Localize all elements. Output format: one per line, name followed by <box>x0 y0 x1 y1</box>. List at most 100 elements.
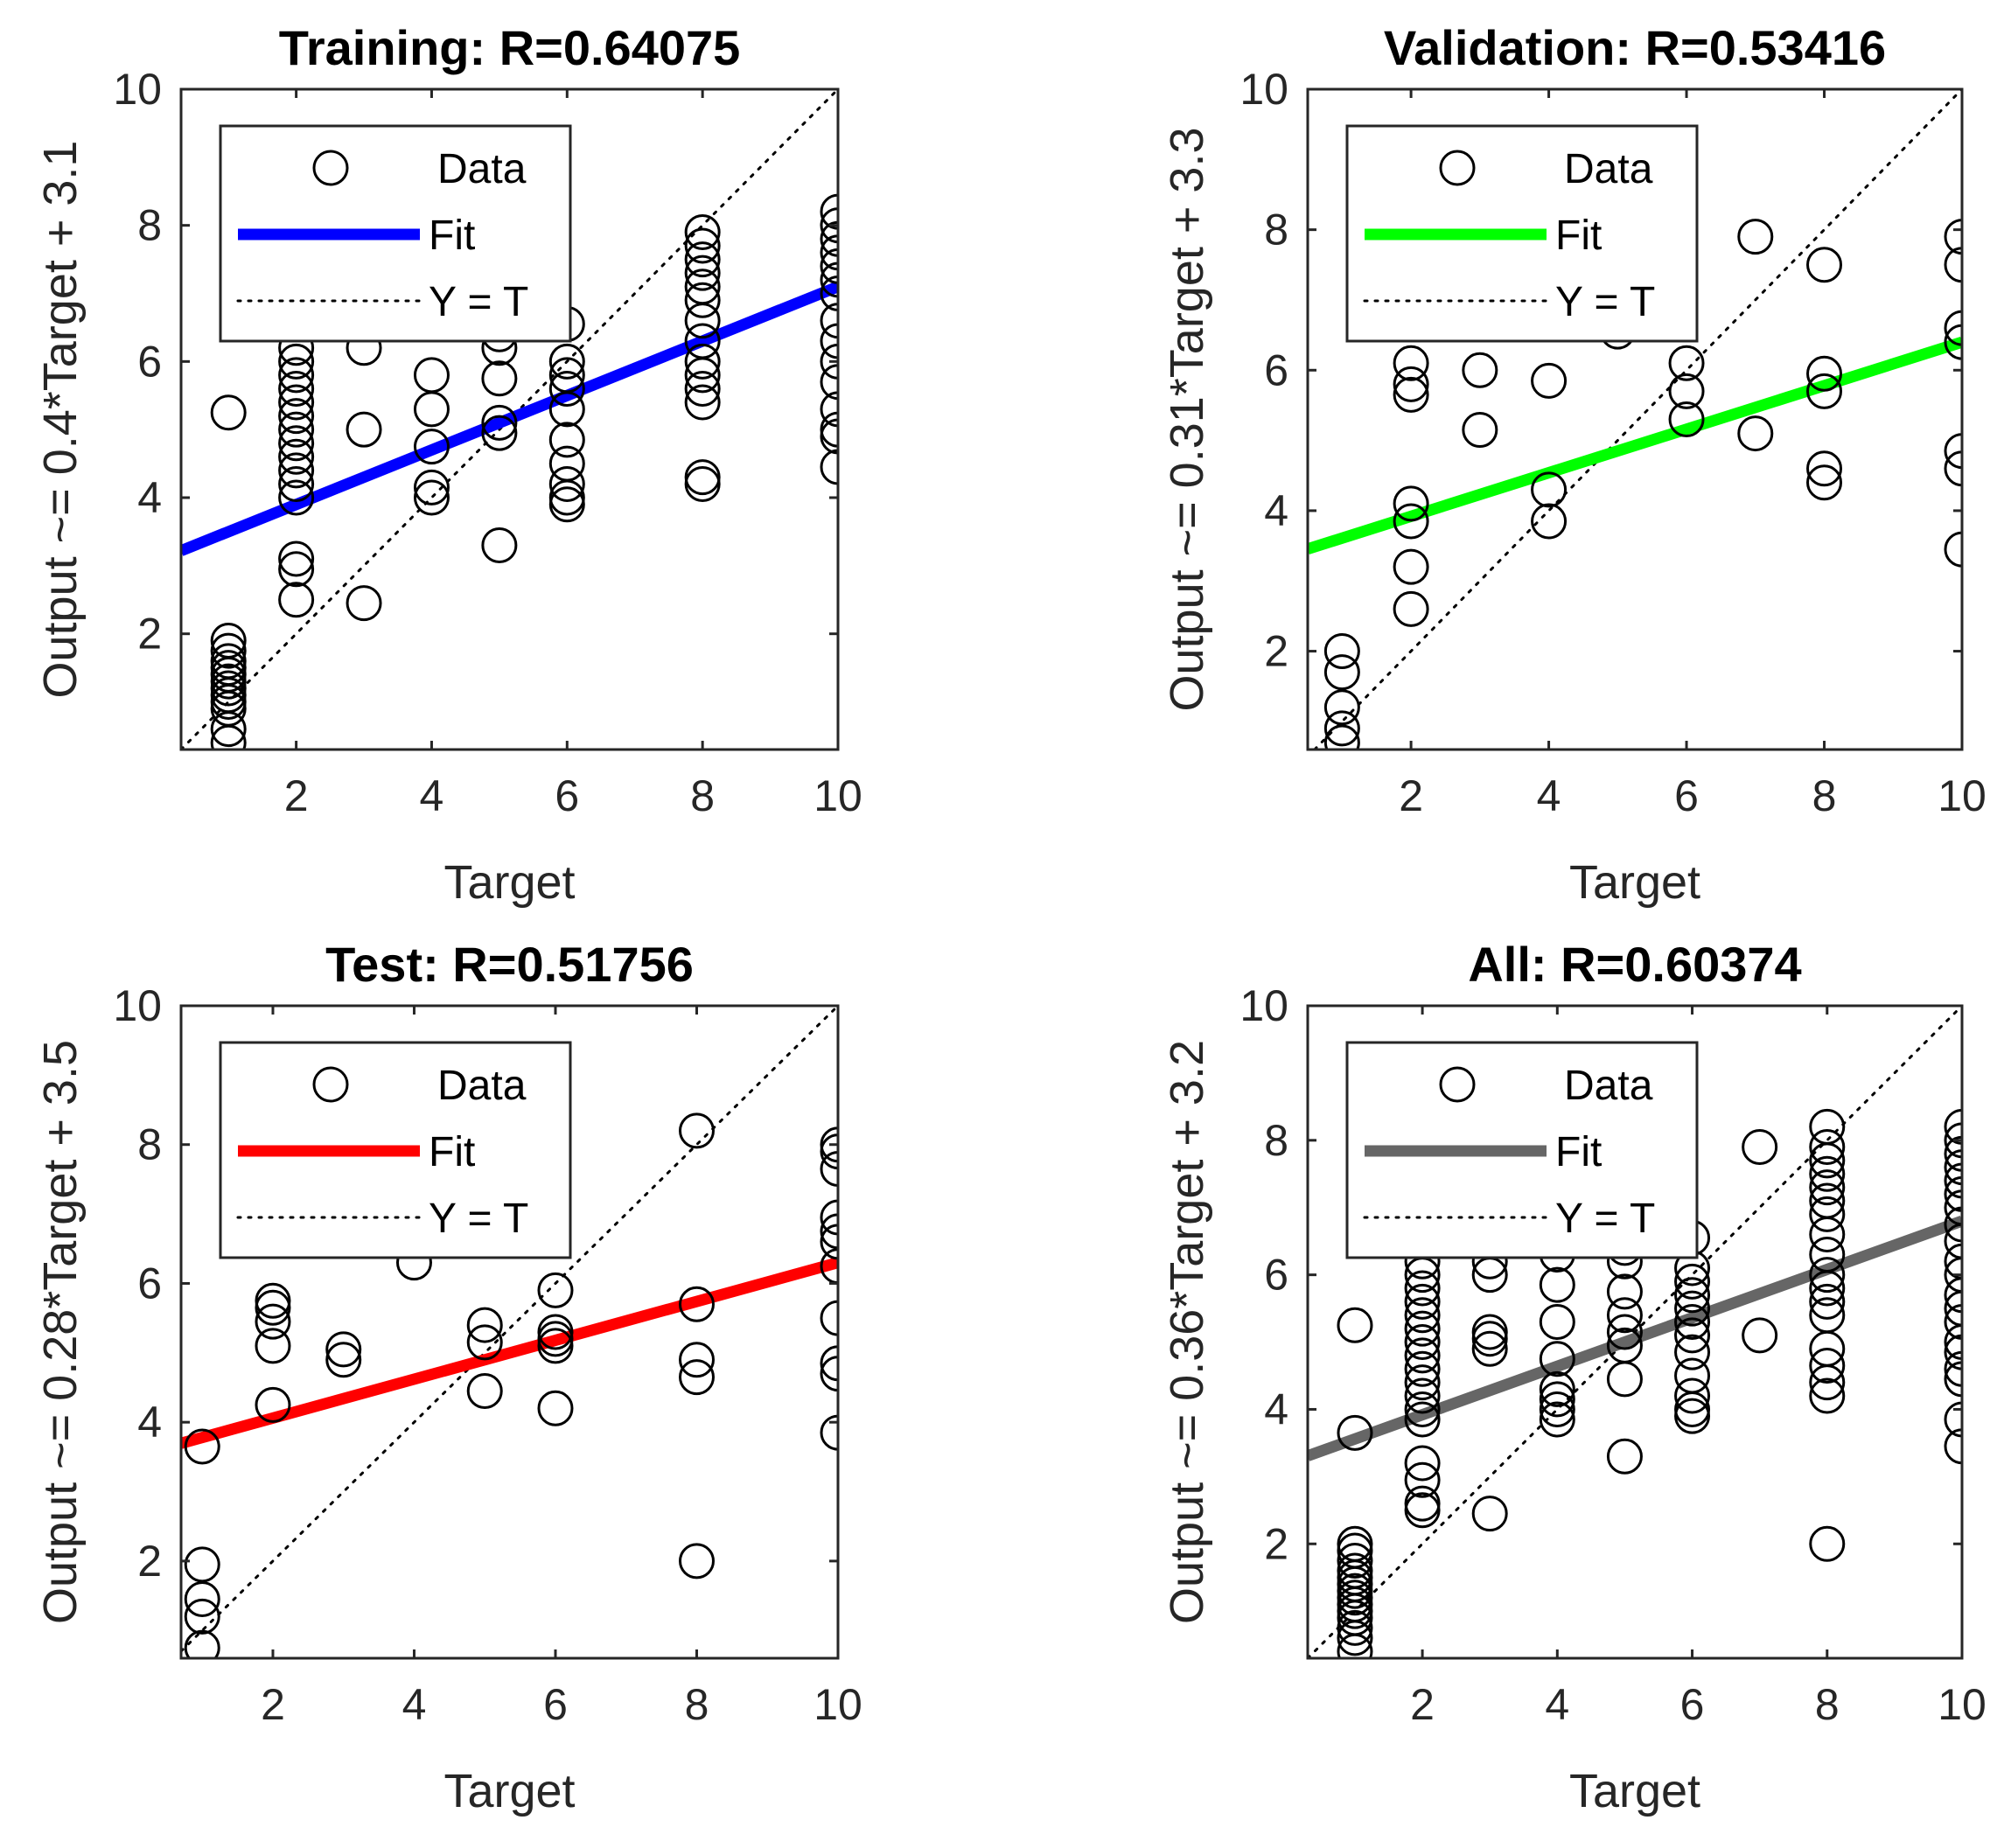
data-point <box>537 1390 574 1426</box>
data-point <box>820 303 838 339</box>
data-point <box>278 343 315 380</box>
y-tick-label: 2 <box>1264 1519 1288 1568</box>
data-point <box>1404 1492 1441 1529</box>
x-tick-label: 8 <box>690 771 715 820</box>
data-point <box>1471 1496 1508 1532</box>
y-tick-label: 2 <box>1264 627 1288 676</box>
data-point <box>278 540 315 577</box>
data-point <box>820 262 838 298</box>
data-point <box>820 1126 838 1163</box>
data-point <box>1606 1297 1643 1334</box>
legend-label-fit: Fit <box>429 1129 475 1175</box>
data-point <box>678 1112 715 1149</box>
data-point <box>820 391 838 428</box>
data-point <box>1944 310 1962 346</box>
data-point <box>537 1272 574 1308</box>
data-point <box>1737 219 1774 255</box>
x-tick-label: 10 <box>1938 1680 1987 1729</box>
data-point <box>1404 1350 1441 1387</box>
data-point <box>820 343 838 380</box>
data-point <box>820 1151 838 1187</box>
data-point <box>1337 1609 1373 1646</box>
data-point <box>255 1328 291 1364</box>
data-point <box>548 370 585 407</box>
x-tick-label: 4 <box>402 1680 427 1729</box>
data-point <box>278 452 315 489</box>
data-point <box>1471 1330 1508 1367</box>
chart-title: All: R=0.60374 <box>1468 937 1801 992</box>
legend: Data Fit Y = T <box>219 1041 572 1259</box>
legend-label-identity: Y = T <box>429 279 528 325</box>
data-point <box>481 404 518 441</box>
data-point <box>1404 1310 1441 1347</box>
data-point <box>1944 1189 1962 1226</box>
y-tick-label: 10 <box>113 65 162 114</box>
legend-data-marker <box>1439 150 1476 186</box>
data-point <box>466 1372 503 1409</box>
data-point <box>820 1133 838 1170</box>
legend: Data Fit Y = T <box>219 124 572 343</box>
data-point <box>1323 724 1360 750</box>
data-point <box>1404 1391 1441 1427</box>
x-tick-label: 2 <box>261 1680 285 1729</box>
legend-label-identity: Y = T <box>1555 1196 1655 1242</box>
x-tick-label: 10 <box>813 1680 862 1729</box>
axes-box <box>179 87 840 751</box>
data-point <box>678 1342 715 1378</box>
data-point <box>1404 1461 1441 1498</box>
data-point <box>820 1224 838 1260</box>
data-point <box>184 1598 220 1635</box>
data-point <box>548 465 585 502</box>
data-point <box>820 193 838 230</box>
data-point <box>1944 1108 1962 1145</box>
data-point <box>1404 1377 1441 1414</box>
x-tick-label: 6 <box>1680 1680 1705 1729</box>
data-point <box>1944 1277 1962 1314</box>
data-point <box>1809 1216 1846 1252</box>
identity-line <box>181 1006 838 1653</box>
data-point <box>1944 1361 1962 1398</box>
data-point <box>1809 1155 1846 1192</box>
data-point <box>1806 464 1843 501</box>
data-point <box>1337 1542 1373 1579</box>
data-point <box>278 438 315 475</box>
data-point <box>346 411 382 448</box>
legend-label-data: Data <box>1564 146 1653 192</box>
data-point <box>1944 1324 1962 1361</box>
data-point <box>278 551 315 588</box>
data-point <box>548 486 585 523</box>
data-point <box>1668 345 1705 381</box>
data-point <box>1944 1303 1962 1340</box>
data-point <box>1674 1263 1711 1300</box>
data-point <box>820 1248 838 1285</box>
y-axis-label: Output ~= 0.28*Target + 3.5 <box>34 1040 87 1624</box>
data-point <box>1462 412 1498 449</box>
data-point <box>1809 1364 1846 1401</box>
data-point <box>1539 1303 1575 1340</box>
data-point <box>1806 247 1843 283</box>
data-point <box>548 422 585 458</box>
data-point <box>1393 345 1429 381</box>
data-point <box>678 1543 715 1580</box>
y-axis-label: Output ~= 0.36*Target + 3.2 <box>1161 1040 1213 1624</box>
data-point <box>678 1359 715 1396</box>
data-point <box>684 357 721 394</box>
data-point <box>684 213 721 250</box>
x-tick-label: 2 <box>1410 1680 1435 1729</box>
fit-line <box>1308 1215 1962 1461</box>
y-tick-label: 4 <box>1264 1384 1288 1433</box>
data-point <box>1404 1324 1441 1361</box>
data-points <box>1323 219 1962 750</box>
x-axis-label: Target <box>1569 856 1700 909</box>
data-point <box>1944 1290 1962 1327</box>
y-tick-label: 8 <box>137 201 162 250</box>
data-point <box>1668 373 1705 409</box>
legend-label-identity: Y = T <box>429 1196 528 1242</box>
data-point <box>820 411 838 448</box>
data-point <box>1944 450 1962 487</box>
data-point <box>481 360 518 397</box>
data-points <box>184 1112 838 1658</box>
data-point <box>1674 1303 1711 1340</box>
chart-panel-2: 2 4 6 8 10 2 4 6 8 10 Validation: R=0.53416 Target O… <box>1161 20 1987 909</box>
data-point <box>1674 1398 1711 1434</box>
